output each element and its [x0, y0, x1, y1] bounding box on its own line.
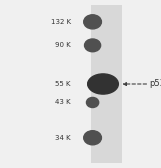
Text: p53: p53 — [150, 79, 161, 89]
Ellipse shape — [88, 80, 97, 88]
Ellipse shape — [88, 74, 118, 94]
Text: 43 K: 43 K — [55, 99, 71, 106]
Text: 90 K: 90 K — [55, 42, 71, 48]
Text: 132 K: 132 K — [51, 19, 71, 25]
Ellipse shape — [86, 97, 99, 108]
Bar — [91, 5, 122, 163]
Ellipse shape — [84, 131, 101, 145]
Ellipse shape — [85, 39, 101, 52]
Ellipse shape — [84, 15, 101, 29]
Text: 34 K: 34 K — [55, 135, 71, 141]
Text: 55 K: 55 K — [55, 81, 71, 87]
